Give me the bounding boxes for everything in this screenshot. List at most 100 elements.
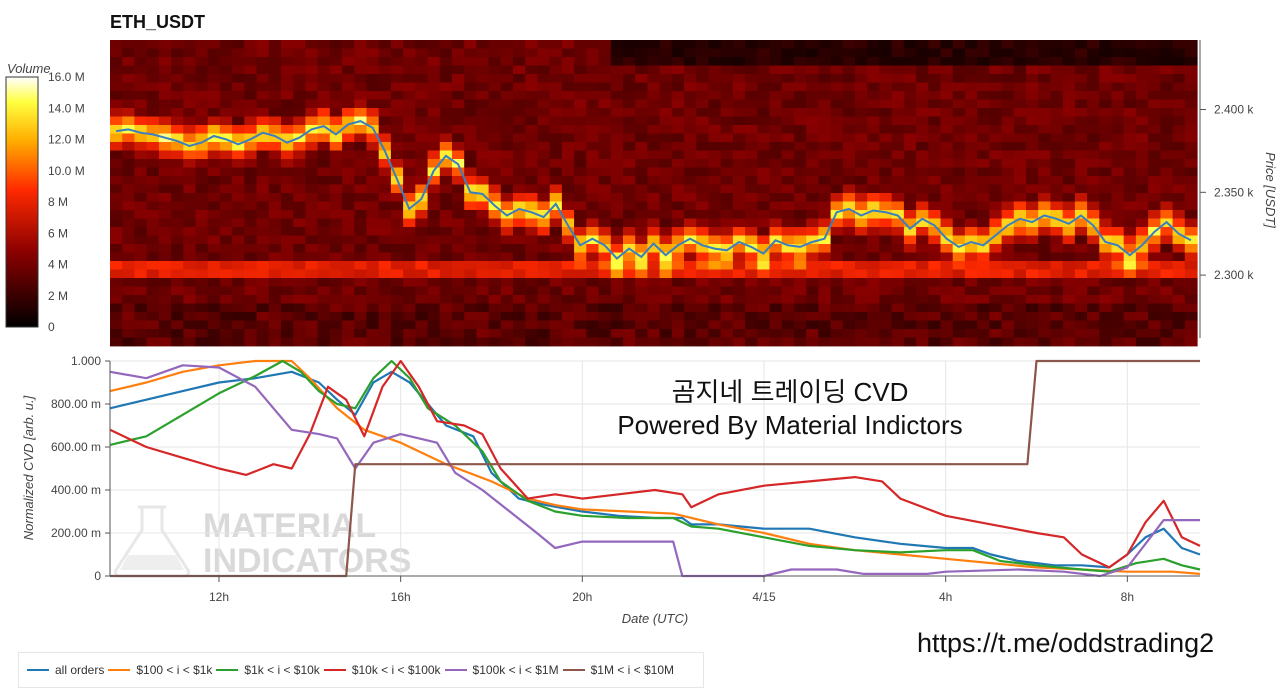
heatmap-cell (1172, 133, 1186, 143)
heatmap-cell (794, 99, 807, 109)
heatmap-cell (464, 210, 477, 219)
heatmap-cell (537, 201, 551, 211)
heatmap-cell (183, 329, 197, 338)
heatmap-cell (342, 91, 355, 100)
heatmap-cell (1026, 184, 1039, 194)
heatmap-cell (855, 82, 868, 92)
heatmap-cell (732, 201, 746, 211)
heatmap-cell (781, 286, 795, 296)
heatmap-cell (549, 167, 563, 177)
heatmap-cell (1111, 48, 1125, 58)
heatmap-cell (977, 108, 990, 117)
heatmap-cell (635, 184, 648, 194)
heatmap-cell (720, 176, 734, 185)
heatmap-cell (867, 108, 880, 117)
heatmap-cell (952, 108, 966, 117)
heatmap-cell (122, 74, 135, 83)
legend-item-all-orders[interactable]: all orders (27, 663, 104, 677)
heatmap-cell (452, 142, 465, 151)
heatmap-cell (977, 40, 990, 49)
heatmap-cell (427, 227, 441, 236)
legend-item-r1k-10k[interactable]: $1k < i < $10k (216, 663, 320, 677)
heatmap-cell (427, 278, 441, 287)
heatmap-cell (464, 227, 477, 236)
heatmap-cell (855, 99, 868, 109)
heatmap-cell (720, 210, 734, 219)
legend-item-r100k-1m[interactable]: $100k < i < $1M (444, 663, 559, 677)
heatmap-cell (329, 252, 343, 262)
heatmap-cell (855, 295, 868, 304)
heatmap-cell (537, 176, 551, 185)
heatmap-cell (1074, 320, 1088, 330)
heatmap-cell (378, 312, 392, 321)
heatmap-cell (219, 210, 233, 219)
legend-item-r100-1k[interactable]: $100 < i < $1k (108, 663, 212, 677)
cvd-x-tick-label: 12h (209, 590, 229, 604)
heatmap-cell (977, 99, 990, 109)
heatmap-cell (903, 74, 917, 83)
heatmap-cell (561, 210, 575, 219)
heatmap-cell (989, 295, 1003, 304)
heatmap-cell (1111, 261, 1125, 270)
heatmap-cell (268, 159, 282, 168)
heatmap-cell (757, 57, 771, 66)
heatmap-cell (378, 227, 392, 236)
heatmap-cell (903, 159, 917, 168)
heatmap-cell (781, 184, 795, 194)
heatmap-cell (696, 133, 709, 143)
heatmap-cell (1111, 210, 1125, 219)
heatmap-cell (195, 320, 209, 330)
heatmap-cell (708, 201, 722, 211)
heatmap-cell (183, 193, 197, 202)
heatmap-cell (525, 210, 539, 219)
heatmap-cell (1123, 320, 1137, 330)
heatmap-cell (525, 108, 539, 117)
legend-item-r1m-10m[interactable]: $1M < i < $10M (562, 663, 674, 677)
heatmap-cell (488, 269, 502, 279)
heatmap-cell (867, 48, 880, 58)
price-line (115, 120, 1192, 260)
heatmap-cell (867, 133, 880, 143)
heatmap-cell (818, 176, 832, 185)
heatmap-cell (293, 142, 306, 151)
heatmap-cell (452, 227, 465, 236)
heatmap-cell (183, 278, 197, 287)
heatmap-cell (891, 133, 905, 143)
heatmap-cell (390, 269, 404, 279)
heatmap-cell (1184, 40, 1198, 49)
heatmap-cell (794, 125, 807, 134)
heatmap-cell (329, 184, 343, 194)
heatmap-cell (842, 312, 856, 321)
heatmap-cell (598, 74, 612, 83)
heatmap-cell (122, 65, 135, 75)
legend-item-r10k-100k[interactable]: $10k < i < $100k (323, 663, 441, 677)
heatmap-cell (1148, 218, 1161, 228)
heatmap-cell (378, 57, 392, 66)
heatmap-cell (977, 184, 990, 194)
telegram-link[interactable]: https://t.me/oddstrading2 (917, 628, 1215, 658)
heatmap-cell (1160, 176, 1174, 185)
heatmap-cell (659, 295, 673, 304)
legend-swatch (444, 669, 467, 671)
heatmap-cell (1050, 57, 1064, 66)
heatmap-cell (427, 65, 441, 75)
heatmap-cell (806, 286, 819, 296)
heatmap-cell (427, 210, 441, 219)
heatmap-cell (207, 184, 221, 194)
heatmap-cell (842, 337, 856, 347)
heatmap-cell (134, 227, 148, 236)
heatmap-cell (635, 227, 648, 236)
heatmap-cell (110, 150, 123, 160)
heatmap-cell (989, 227, 1003, 236)
heatmap-cell (354, 295, 368, 304)
heatmap-cell (696, 48, 709, 58)
heatmap-cell (671, 176, 685, 185)
heatmap-cell (684, 74, 697, 83)
heatmap-cell (842, 286, 856, 296)
heatmap-cell (171, 261, 184, 270)
heatmap-cell (476, 320, 490, 330)
heatmap-cell (281, 312, 294, 321)
heatmap-cell (879, 48, 893, 58)
heatmap-cell (427, 218, 441, 228)
heatmap-cell (867, 286, 880, 296)
